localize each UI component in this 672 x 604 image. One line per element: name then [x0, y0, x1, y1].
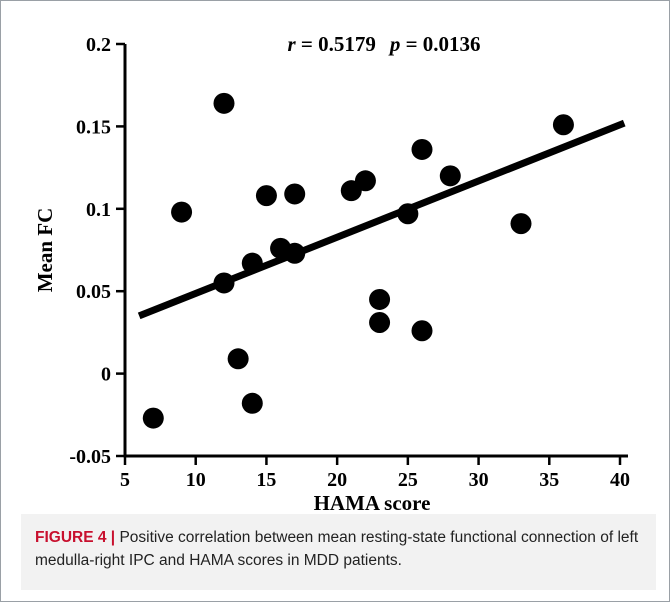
data-point	[227, 348, 249, 370]
x-tick-label: 5	[120, 469, 130, 491]
data-point	[552, 114, 574, 136]
x-tick-label: 35	[539, 469, 559, 491]
data-point	[171, 201, 193, 223]
data-point	[411, 320, 433, 342]
y-axis-ticks: 0.2 0.15 0.1 0.05 0 -0.05	[69, 34, 125, 468]
x-tick-label: 30	[469, 469, 489, 491]
scatter-plot: 0.2 0.15 0.1 0.05 0 -0.05 5 10 15 20 25 30 35 40 r =…	[33, 32, 630, 510]
y-tick-label: 0.2	[86, 34, 111, 56]
x-tick-label: 10	[186, 469, 206, 491]
y-tick-label: 0.15	[76, 116, 111, 138]
x-tick-label: 20	[327, 469, 347, 491]
data-point	[411, 138, 433, 160]
x-axis-ticks: 5 10 15 20 25 30 35 40	[120, 456, 630, 491]
x-tick-label: 15	[256, 469, 276, 491]
data-point	[255, 185, 277, 207]
x-tick-label: 40	[610, 469, 630, 491]
x-tick-label: 25	[398, 469, 418, 491]
fit-line	[137, 119, 626, 320]
data-point	[241, 252, 263, 274]
regression-line	[137, 119, 626, 320]
data-points	[142, 92, 574, 429]
data-point	[241, 392, 263, 414]
data-point	[213, 92, 235, 114]
caption-text: Positive correlation between mean restin…	[35, 529, 639, 569]
data-point	[213, 272, 235, 294]
axes	[123, 44, 628, 458]
data-point	[369, 312, 391, 334]
figure-label: FIGURE 4 |	[35, 529, 116, 546]
y-tick-label: 0.1	[86, 199, 111, 221]
data-point	[284, 183, 306, 205]
x-axis-label: HAMA score	[314, 491, 431, 510]
data-point	[397, 203, 419, 225]
data-point	[142, 407, 164, 429]
figure-caption: FIGURE 4 | Positive correlation between …	[21, 514, 656, 590]
data-point	[354, 170, 376, 192]
y-tick-label: 0	[101, 364, 111, 386]
y-tick-label: 0.05	[76, 281, 111, 303]
data-point	[439, 165, 461, 187]
data-point	[510, 213, 532, 235]
data-point	[284, 242, 306, 264]
y-tick-label: -0.05	[69, 446, 111, 468]
y-axis-label: Mean FC	[33, 208, 57, 293]
annotation: r = 0.5179 p = 0.0136	[287, 32, 480, 56]
data-point	[369, 288, 391, 310]
